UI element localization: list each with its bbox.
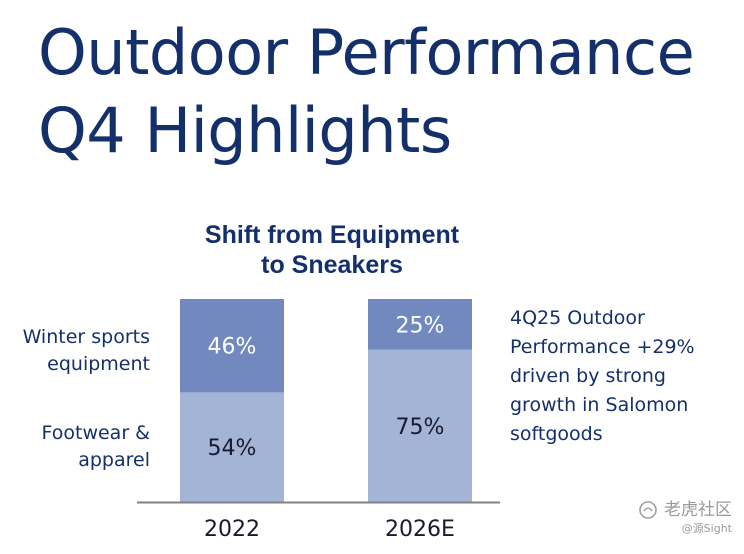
- note-line: driven by strong: [510, 365, 666, 387]
- series-label-line: equipment: [47, 353, 150, 375]
- bar-segment-footwear-apparel-2026e: [368, 349, 472, 502]
- data-label: 54%: [208, 436, 257, 461]
- chart-title-line-2: to Sneakers: [261, 251, 403, 279]
- note-line: 4Q25 Outdoor: [510, 307, 645, 329]
- data-label: 46%: [208, 335, 257, 360]
- watermark: 老虎社区 @源Sight: [638, 498, 732, 536]
- series-label-winter-sports-equipment: Winter sports equipment: [23, 324, 150, 378]
- watermark-handle: @源Sight: [681, 522, 732, 535]
- commentary-note: 4Q25 Outdoor Performance +29% driven by …: [510, 304, 740, 449]
- series-label-line: Footwear &: [41, 422, 151, 444]
- series-label-line: apparel: [78, 449, 150, 471]
- data-label: 25%: [396, 313, 445, 338]
- chart-title-line-1: Shift from Equipment: [204, 221, 460, 249]
- watermark-text: 老虎社区: [664, 500, 732, 520]
- data-label: 75%: [396, 415, 445, 440]
- note-line: Performance +29%: [510, 336, 695, 358]
- chart-title: Shift from Equipment to Sneakers: [162, 220, 502, 280]
- slide-title-line-1: Outdoor Performance: [38, 16, 695, 89]
- note-line: growth in Salomon: [510, 394, 689, 416]
- slide-title: Outdoor Performance Q4 Highlights: [38, 14, 695, 170]
- series-label-line: Winter sports: [22, 326, 150, 348]
- bar-segment-footwear-apparel-2022: [180, 392, 284, 502]
- x-tick-label: 2026E: [385, 517, 455, 542]
- slide-title-line-2: Q4 Highlights: [38, 94, 452, 167]
- bar-segment-winter-sports-equipment-2026e: [368, 299, 472, 350]
- community-logo-icon: [639, 501, 657, 519]
- bar-segment-winter-sports-equipment-2022: [180, 299, 284, 393]
- series-label-footwear-apparel: Footwear & apparel: [42, 420, 151, 474]
- note-line: softgoods: [510, 423, 603, 445]
- x-tick-label: 2022: [204, 517, 260, 542]
